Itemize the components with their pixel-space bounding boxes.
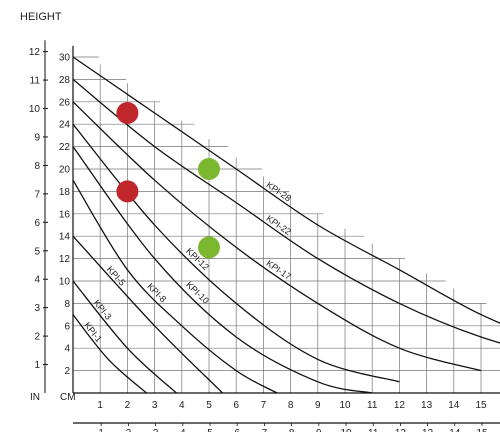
x-tick-label: 14 bbox=[448, 400, 460, 411]
y-cm-tick-label: 6 bbox=[64, 321, 70, 332]
x-tick-label: 10 bbox=[339, 400, 351, 411]
y-inch-tick-label: 11 bbox=[30, 76, 41, 87]
y-inch-tick-label: 1 bbox=[34, 360, 40, 371]
ruler-tick-label: 5 bbox=[207, 428, 213, 432]
x-tick-label: 2 bbox=[125, 400, 131, 411]
y-cm-tick-label: 30 bbox=[59, 53, 71, 64]
y-inch-tick-label: 10 bbox=[29, 104, 41, 115]
x-tick-label: 4 bbox=[179, 400, 185, 411]
chart-title: HEIGHT bbox=[20, 11, 62, 23]
data-marker bbox=[116, 180, 139, 203]
x-tick-label: 1 bbox=[97, 400, 103, 411]
ruler-tick-label: 6 bbox=[234, 428, 240, 432]
ruler-tick-label: 1 bbox=[98, 428, 104, 432]
curve-kpi-10 bbox=[72, 146, 373, 394]
x-tick-label: 15 bbox=[475, 400, 487, 411]
ruler-tick-label: 8 bbox=[289, 428, 295, 432]
ruler-tick-label: 13 bbox=[422, 428, 434, 432]
y-cm-tick-label: 8 bbox=[64, 299, 70, 310]
ruler-tick-label: 15 bbox=[476, 428, 488, 432]
y-inch-tick-label: 4 bbox=[34, 275, 40, 286]
labels: 1234567891011122468101214161820222426283… bbox=[29, 47, 488, 432]
y-inch-tick-label: 7 bbox=[34, 189, 40, 200]
y-cm-tick-label: 4 bbox=[64, 344, 70, 355]
ruler-tick-label: 10 bbox=[340, 428, 352, 432]
data-marker bbox=[116, 102, 139, 124]
x-tick-label: 9 bbox=[315, 400, 321, 411]
ruler-tick-label: 3 bbox=[153, 428, 159, 432]
y-inch-tick-label: 3 bbox=[34, 303, 40, 314]
axes bbox=[43, 40, 500, 426]
curve-kpi-5 bbox=[72, 235, 224, 394]
x-tick-label: 3 bbox=[152, 400, 158, 411]
y-cm-tick-label: 22 bbox=[59, 142, 71, 153]
curve-kpi-28 bbox=[72, 56, 500, 324]
curve-kpi-8 bbox=[72, 179, 278, 394]
ruler-tick-label: 2 bbox=[126, 428, 132, 432]
data-marker bbox=[198, 158, 220, 180]
y-cm-tick-label: 10 bbox=[59, 277, 71, 288]
y-cm-tick-label: 2 bbox=[64, 366, 70, 377]
ruler-tick-label: 11 bbox=[368, 428, 379, 432]
x-tick-label: 6 bbox=[233, 400, 239, 411]
y-cm-tick-label: 20 bbox=[59, 165, 71, 176]
inner-axis-unit: CM bbox=[60, 392, 76, 403]
y-inch-tick-label: 8 bbox=[34, 161, 40, 172]
x-tick-label: 8 bbox=[288, 400, 294, 411]
ruler-tick-label: 7 bbox=[262, 428, 268, 432]
y-cm-tick-label: 26 bbox=[59, 97, 71, 108]
y-cm-tick-label: 28 bbox=[59, 75, 71, 86]
y-inch-tick-label: 5 bbox=[34, 246, 40, 257]
y-inch-tick-label: 6 bbox=[34, 218, 40, 229]
x-tick-label: 12 bbox=[394, 400, 406, 411]
y-cm-tick-label: 24 bbox=[59, 120, 71, 131]
curve-kpi-22 bbox=[72, 78, 500, 344]
y-inch-tick-label: 2 bbox=[34, 332, 40, 343]
left-axis-unit: IN bbox=[30, 392, 40, 403]
curve-label-kpi-8: KPI-8 bbox=[145, 281, 168, 304]
x-tick-label: 11 bbox=[367, 400, 378, 411]
curve-kpi-3 bbox=[72, 280, 177, 394]
data-marker bbox=[198, 236, 220, 259]
x-tick-label: 13 bbox=[421, 400, 433, 411]
grid bbox=[73, 56, 500, 393]
ruler-tick-label: 9 bbox=[316, 428, 322, 432]
y-inch-tick-label: 9 bbox=[34, 132, 40, 143]
x-tick-label: 5 bbox=[206, 400, 212, 411]
y-inch-tick-label: 12 bbox=[29, 47, 41, 58]
curve-kpi-1 bbox=[72, 314, 147, 394]
ruler-tick-label: 4 bbox=[180, 428, 186, 432]
y-cm-tick-label: 12 bbox=[59, 254, 71, 265]
x-tick-label: 7 bbox=[261, 400, 267, 411]
curve-label-kpi-10: KPI-10 bbox=[184, 279, 211, 305]
y-cm-tick-label: 14 bbox=[59, 232, 71, 243]
y-cm-tick-label: 18 bbox=[59, 187, 71, 198]
ruler-tick-label: 12 bbox=[395, 428, 407, 432]
curve-kpi-17 bbox=[72, 101, 482, 372]
ruler-tick-label: 14 bbox=[449, 428, 461, 432]
y-cm-tick-label: 16 bbox=[59, 209, 71, 220]
markers bbox=[116, 102, 220, 259]
